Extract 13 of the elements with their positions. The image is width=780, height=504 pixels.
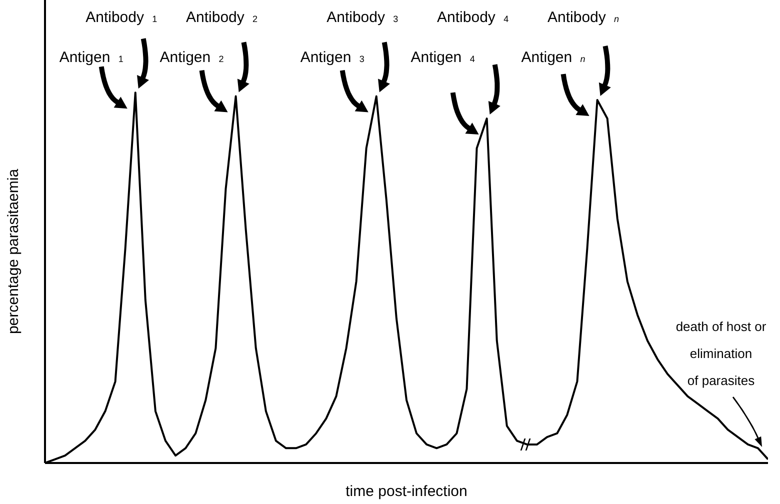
text: Antibody 2 bbox=[186, 9, 258, 26]
text: Antibody 1 bbox=[86, 9, 158, 26]
text: Antigen n bbox=[521, 49, 586, 66]
text: Antibody n bbox=[548, 9, 620, 26]
text: Antigen 1 bbox=[59, 49, 124, 66]
annotation: death of host or elimination of parasites bbox=[676, 319, 767, 388]
text: Antigen 3 bbox=[300, 49, 364, 66]
text: Antibody 4 bbox=[437, 9, 509, 26]
y-axis-title: percentage parasitaemia bbox=[5, 168, 22, 334]
text: Antigen 4 bbox=[410, 49, 475, 66]
text: Antigen 2 bbox=[160, 49, 224, 66]
text: Antibody 3 bbox=[326, 9, 398, 26]
x-axis-title: time post-infection bbox=[346, 483, 468, 500]
